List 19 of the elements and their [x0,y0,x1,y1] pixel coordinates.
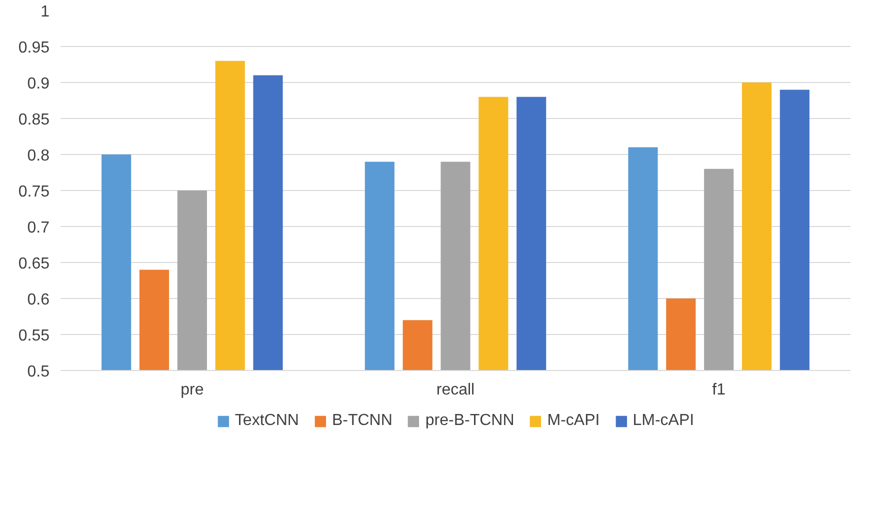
y-tick-label: 0.6 [27,292,50,308]
y-tick-label: 0.85 [18,112,50,128]
y-tick-label: 0.9 [27,76,50,92]
y-tick-label: 0.7 [27,220,50,236]
y-tick-label: 0.55 [18,328,50,344]
x-tick-label: pre [180,382,204,398]
legend-label: LM-cAPI [632,412,694,430]
legend-label: TextCNN [234,412,299,430]
x-tick-label: f1 [712,382,726,398]
y-tick-label: 0.8 [27,148,50,164]
y-tick-label: 0.5 [27,364,50,380]
legend-label: B-TCNN [332,412,392,430]
legend-label: M-cAPI [547,412,600,430]
legend-label: pre-B-TCNN [425,412,514,430]
y-tick-label: 0.75 [18,184,50,200]
x-tick-label: recall [436,382,475,398]
y-tick-label: 0.95 [18,40,50,56]
y-tick-label: 0.65 [18,256,50,272]
y-tick-label: 1 [40,4,50,20]
